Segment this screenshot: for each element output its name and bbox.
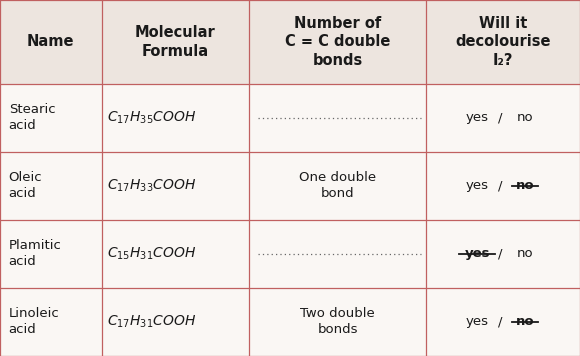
Text: $C_{15}H_{31}COOH$: $C_{15}H_{31}COOH$ xyxy=(107,245,197,262)
Text: no: no xyxy=(516,315,535,328)
Text: Stearic
acid: Stearic acid xyxy=(9,103,55,132)
Text: /: / xyxy=(498,111,502,124)
Text: /: / xyxy=(498,179,502,192)
Text: Two double
bonds: Two double bonds xyxy=(300,307,375,336)
Text: Molecular
Formula: Molecular Formula xyxy=(135,25,216,59)
Bar xyxy=(0,84,580,152)
Text: Linoleic
acid: Linoleic acid xyxy=(9,307,60,336)
Text: no: no xyxy=(517,111,534,124)
Text: Name: Name xyxy=(27,34,74,49)
Text: $C_{17}H_{35}COOH$: $C_{17}H_{35}COOH$ xyxy=(107,109,197,126)
Text: /: / xyxy=(498,315,502,328)
Text: yes: yes xyxy=(466,179,488,192)
Bar xyxy=(0,220,580,288)
Text: Oleic
acid: Oleic acid xyxy=(9,171,42,200)
Bar xyxy=(0,0,580,84)
Text: yes: yes xyxy=(465,247,490,260)
Text: yes: yes xyxy=(466,315,488,328)
Text: $C_{17}H_{33}COOH$: $C_{17}H_{33}COOH$ xyxy=(107,177,197,194)
Text: One double
bond: One double bond xyxy=(299,171,376,200)
Text: Number of
C = C double
bonds: Number of C = C double bonds xyxy=(285,16,390,68)
Text: /: / xyxy=(498,247,502,260)
Text: Plamitic
acid: Plamitic acid xyxy=(9,239,61,268)
Text: no: no xyxy=(517,247,534,260)
Text: no: no xyxy=(516,179,535,192)
Text: $C_{17}H_{31}COOH$: $C_{17}H_{31}COOH$ xyxy=(107,313,197,330)
Text: Will it
decolourise
I₂?: Will it decolourise I₂? xyxy=(455,16,551,68)
Text: yes: yes xyxy=(466,111,488,124)
Bar xyxy=(0,152,580,220)
Bar xyxy=(0,288,580,356)
